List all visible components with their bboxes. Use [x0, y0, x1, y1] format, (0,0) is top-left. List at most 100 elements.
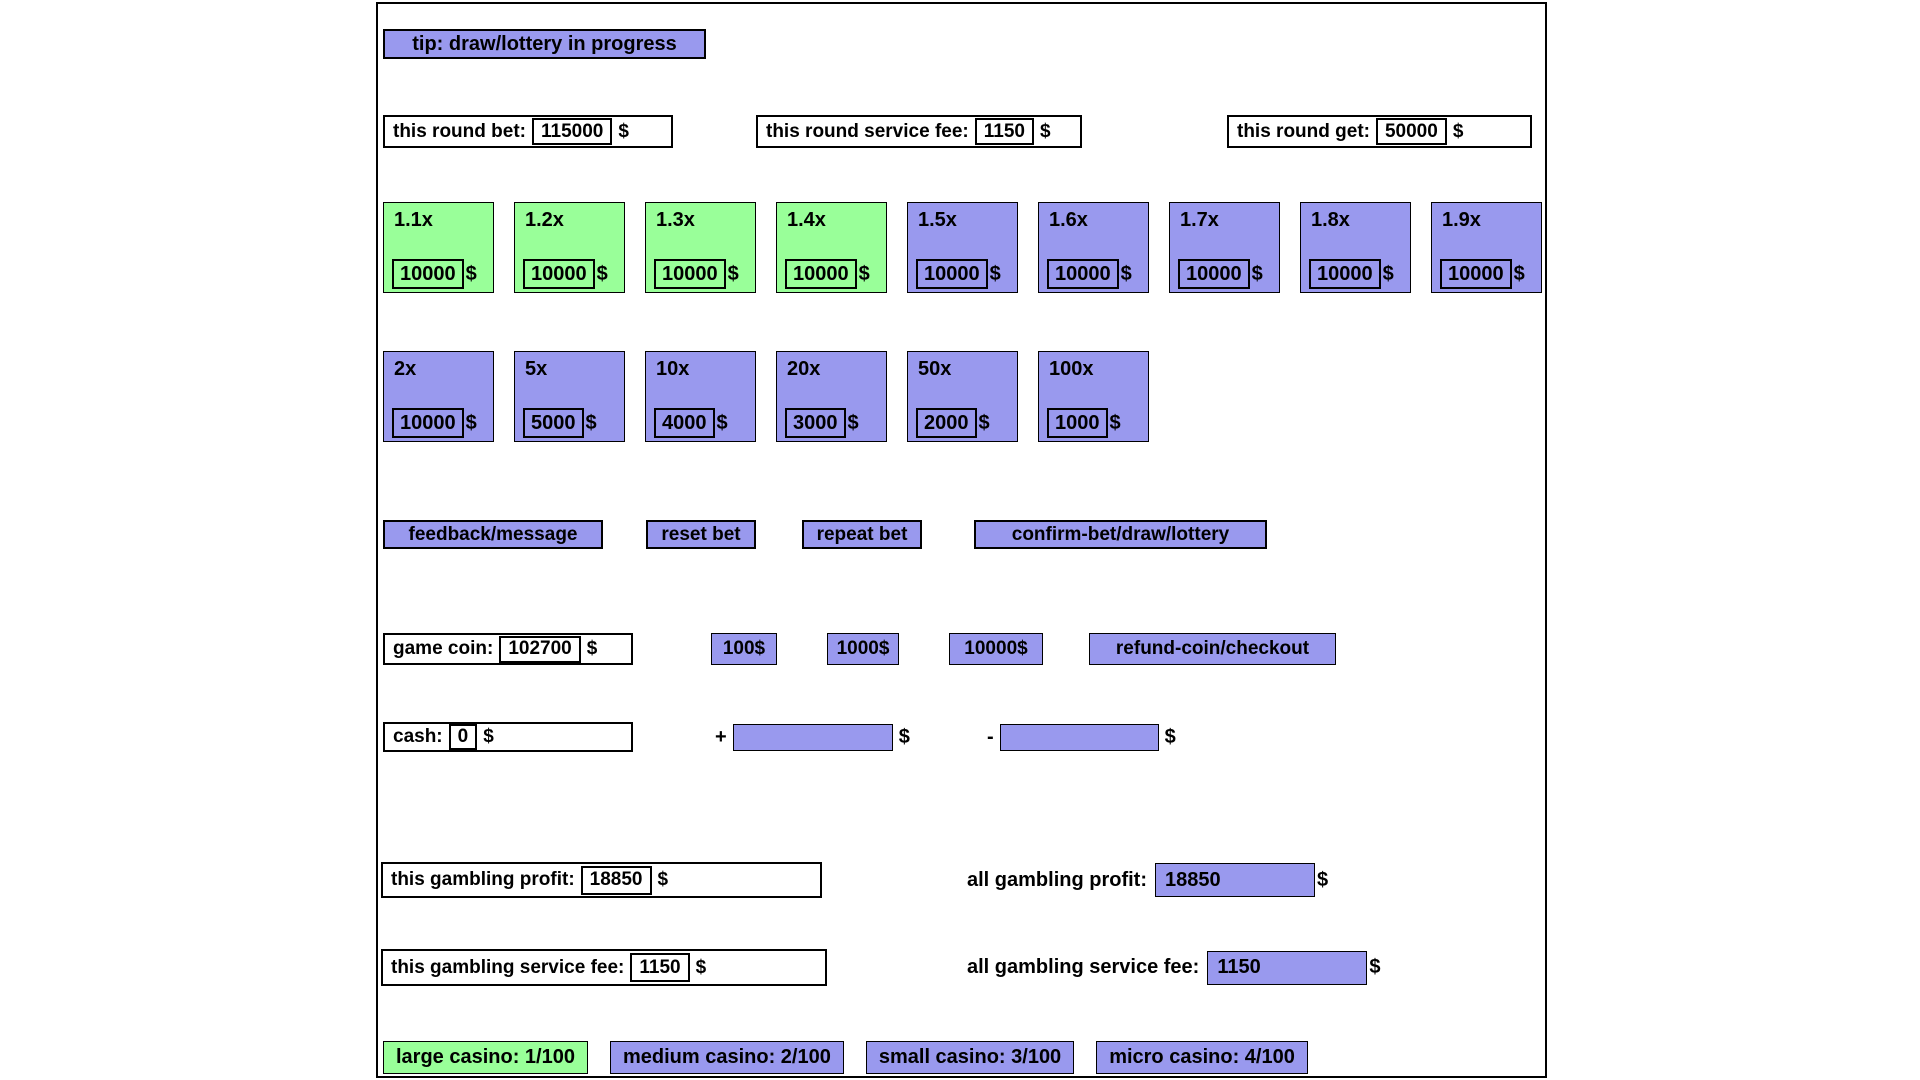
currency-symbol: $ — [618, 120, 629, 142]
round-service-fee-value: 1150 — [974, 118, 1034, 145]
multiplier-label: 1.2x — [525, 209, 564, 231]
multiplier-tile[interactable]: 5x 5000 $ — [514, 351, 625, 442]
cash-subtract-input[interactable] — [999, 723, 1159, 751]
multiplier-bet-row: 10000 $ — [1309, 259, 1394, 289]
round-bet-label: this round bet: — [393, 120, 526, 142]
multiplier-bet-row: 10000 $ — [392, 259, 477, 289]
cash-add-input[interactable] — [732, 723, 893, 751]
multiplier-bet-row: 10000 $ — [1178, 259, 1263, 289]
casino-tier-button[interactable]: small casino: 3/100 — [865, 1041, 1075, 1074]
repeat-bet-button[interactable]: repeat bet — [802, 520, 922, 549]
casino-tier-label: micro casino: 4/100 — [1109, 1046, 1295, 1068]
this-gambling-service-fee-label: this gambling service fee: — [391, 956, 625, 978]
multiplier-row-1: 1.1x 10000 $ 1.2x 10000 $ 1.3x — [383, 202, 1542, 293]
multiplier-bet-row: 10000 $ — [654, 259, 739, 289]
multiplier-label: 100x — [1049, 358, 1094, 380]
multiplier-tile[interactable]: 1.2x 10000 $ — [514, 202, 625, 293]
currency-symbol: $ — [727, 262, 739, 285]
all-gambling-service-fee-value: 1150 — [1207, 950, 1368, 985]
feedback-message-button[interactable]: feedback/message — [383, 520, 603, 549]
multiplier-bet-row: 1000 $ — [1047, 408, 1121, 438]
multiplier-label: 1.7x — [1180, 209, 1219, 231]
round-get-label: this round get: — [1237, 120, 1370, 142]
cash-add-group: + $ — [715, 722, 910, 752]
multiplier-bet-row: 5000 $ — [523, 408, 597, 438]
multiplier-bet-value: 10000 — [523, 259, 595, 289]
multiplier-tile[interactable]: 1.8x 10000 $ — [1300, 202, 1411, 293]
multiplier-bet-row: 10000 $ — [392, 408, 477, 438]
multiplier-label: 1.8x — [1311, 209, 1350, 231]
this-gambling-profit-label: this gambling profit: — [391, 869, 575, 890]
round-get-box: this round get: 50000 $ — [1227, 115, 1532, 148]
all-gambling-profit-label: all gambling profit: — [967, 868, 1147, 891]
multiplier-tile[interactable]: 1.9x 10000 $ — [1431, 202, 1542, 293]
tip-banner: tip: draw/lottery in progress — [383, 29, 706, 59]
multiplier-bet-row: 10000 $ — [916, 259, 1001, 289]
add-coin-100-button[interactable]: 100$ — [711, 633, 777, 665]
cash-label: cash: — [393, 726, 443, 747]
casino-tier-label: large casino: 1/100 — [396, 1046, 575, 1068]
this-gambling-profit-value: 18850 — [580, 865, 652, 895]
currency-symbol: $ — [465, 262, 477, 285]
currency-symbol: $ — [898, 725, 910, 748]
reset-bet-button[interactable]: reset bet — [646, 520, 756, 549]
this-gambling-service-fee-value: 1150 — [630, 953, 690, 982]
currency-symbol: $ — [847, 411, 859, 434]
currency-symbol: $ — [1382, 262, 1394, 285]
multiplier-label: 1.9x — [1442, 209, 1481, 231]
currency-symbol: $ — [1251, 262, 1263, 285]
multiplier-bet-value: 10000 — [1047, 259, 1119, 289]
multiplier-bet-row: 10000 $ — [523, 259, 608, 289]
multiplier-tile[interactable]: 1.6x 10000 $ — [1038, 202, 1149, 293]
all-gambling-service-fee-label: all gambling service fee: — [967, 956, 1200, 978]
casino-panel: tip: draw/lottery in progress this round… — [376, 2, 1547, 1078]
multiplier-tile[interactable]: 1.4x 10000 $ — [776, 202, 887, 293]
multiplier-tile[interactable]: 50x 2000 $ — [907, 351, 1018, 442]
multiplier-tile[interactable]: 1.3x 10000 $ — [645, 202, 756, 293]
add-coin-1000-button[interactable]: 1000$ — [827, 633, 899, 665]
multiplier-bet-value: 5000 — [523, 408, 584, 438]
currency-symbol: $ — [1452, 120, 1464, 142]
currency-symbol: $ — [1317, 868, 1329, 891]
multiplier-bet-row: 10000 $ — [1047, 259, 1132, 289]
multiplier-tile[interactable]: 2x 10000 $ — [383, 351, 494, 442]
currency-symbol: $ — [1109, 411, 1121, 434]
multiplier-tile[interactable]: 20x 3000 $ — [776, 351, 887, 442]
multiplier-tile[interactable]: 10x 4000 $ — [645, 351, 756, 442]
multiplier-bet-value: 10000 — [1178, 259, 1250, 289]
multiplier-bet-row: 10000 $ — [785, 259, 870, 289]
currency-symbol: $ — [989, 262, 1001, 285]
multiplier-row-2: 2x 10000 $ 5x 5000 $ 10x — [383, 351, 1149, 442]
round-bet-box: this round bet: 115000 $ — [383, 115, 673, 148]
casino-tier-button[interactable]: medium casino: 2/100 — [609, 1041, 844, 1074]
multiplier-label: 10x — [656, 358, 690, 380]
game-coin-box: game coin: 102700 $ — [383, 633, 633, 665]
multiplier-bet-value: 10000 — [785, 259, 857, 289]
refund-coin-checkout-button[interactable]: refund-coin/checkout — [1089, 633, 1336, 665]
multiplier-tile[interactable]: 1.5x 10000 $ — [907, 202, 1018, 293]
multiplier-bet-row: 3000 $ — [785, 408, 859, 438]
cash-box: cash: 0 $ — [383, 722, 633, 752]
multiplier-label: 5x — [525, 358, 548, 380]
multiplier-label: 1.3x — [656, 209, 695, 231]
multiplier-bet-value: 10000 — [1309, 259, 1381, 289]
cash-subtract-group: - $ — [987, 722, 1176, 752]
currency-symbol: $ — [978, 411, 990, 434]
casino-tier-button[interactable]: micro casino: 4/100 — [1096, 1041, 1308, 1074]
multiplier-tile[interactable]: 1.1x 10000 $ — [383, 202, 494, 293]
this-gambling-service-fee-box: this gambling service fee: 1150 $ — [381, 949, 827, 986]
add-coin-10000-button[interactable]: 10000$ — [949, 633, 1043, 665]
confirm-bet-draw-lottery-button[interactable]: confirm-bet/draw/lottery — [974, 520, 1267, 549]
multiplier-tile[interactable]: 100x 1000 $ — [1038, 351, 1149, 442]
casino-tier-button[interactable]: large casino: 1/100 — [383, 1041, 588, 1074]
currency-symbol: $ — [716, 411, 728, 434]
currency-symbol: $ — [586, 638, 598, 659]
casino-tier-label: small casino: 3/100 — [878, 1046, 1062, 1068]
multiplier-bet-row: 2000 $ — [916, 408, 990, 438]
multiplier-label: 1.4x — [787, 209, 826, 231]
multiplier-tile[interactable]: 1.7x 10000 $ — [1169, 202, 1280, 293]
all-gambling-profit-value: 18850 — [1155, 863, 1315, 897]
currency-symbol: $ — [1513, 262, 1525, 285]
multiplier-label: 1.6x — [1049, 209, 1088, 231]
currency-symbol: $ — [1164, 725, 1176, 748]
